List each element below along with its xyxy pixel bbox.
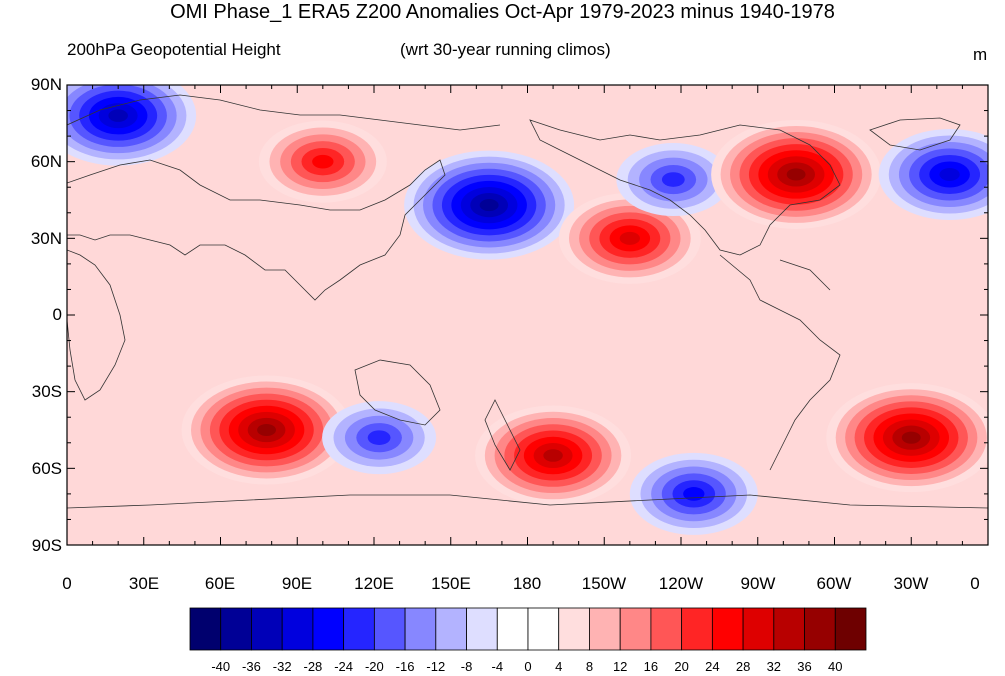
lat-label: 30S <box>31 382 62 401</box>
anomaly-contour <box>683 487 705 501</box>
lon-label: 30E <box>128 574 160 593</box>
colorbar-swatch <box>742 607 775 651</box>
anomaly-contour <box>479 199 499 212</box>
colorbar-swatch <box>466 607 498 651</box>
colorbar-swatch <box>711 607 744 651</box>
anomaly-contour <box>939 167 960 181</box>
map-title: OMI Phase_1 ERA5 Z200 Anomalies Oct-Apr … <box>170 1 835 23</box>
colorbar-swatch <box>435 607 467 651</box>
colorbar-swatch <box>343 607 375 651</box>
colorbar-swatch <box>404 607 437 651</box>
colorbar-swatch <box>558 607 590 651</box>
lat-label: 0 <box>52 305 62 324</box>
anomaly-contour <box>619 231 640 245</box>
colorbar-swatch <box>189 607 222 651</box>
colorbar-label: -8 <box>460 659 473 674</box>
lat-label: 30N <box>30 229 62 248</box>
colorbar-label: -40 <box>211 659 231 674</box>
colorbar-label: -12 <box>426 659 446 674</box>
lon-label: 90W <box>740 574 776 593</box>
colorbar-swatch <box>527 607 560 651</box>
colorbar-label: -36 <box>242 659 261 674</box>
colorbar-label: 40 <box>828 659 843 674</box>
variable-subtitle: 200hPa Geopotential Height <box>67 40 281 59</box>
lat-label: 60N <box>30 152 62 171</box>
colorbar-label: -32 <box>272 659 292 674</box>
colorbar-label: 28 <box>735 659 751 674</box>
colorbar-label: 4 <box>555 659 563 674</box>
colorbar-label: -16 <box>395 659 415 674</box>
colorbar-label: 0 <box>524 659 532 674</box>
lon-label: 150W <box>581 574 627 593</box>
colorbar-swatch <box>496 607 529 651</box>
climatology-subtitle: (wrt 30-year running climos) <box>400 40 611 59</box>
colorbar-swatch <box>681 607 713 651</box>
lat-label: 90N <box>30 75 62 94</box>
colorbar <box>189 607 867 651</box>
coastlines <box>67 94 988 509</box>
lon-label: 0 <box>62 574 72 593</box>
colorbar-swatch <box>619 607 652 651</box>
colorbar-label: 20 <box>674 659 689 674</box>
colorbar-swatch <box>650 607 683 651</box>
anomaly-contour <box>257 423 276 437</box>
colorbar-label: 32 <box>766 659 782 674</box>
lat-label: 90S <box>31 536 62 555</box>
anomaly-contour <box>367 430 391 445</box>
colorbar-label: 24 <box>705 659 720 674</box>
colorbar-label: 36 <box>797 659 812 674</box>
lon-label: 120W <box>658 574 704 593</box>
anomaly-contour <box>108 109 128 122</box>
anomaly-contours <box>67 85 988 535</box>
lon-label: 120E <box>354 574 394 593</box>
colorbar-swatch <box>834 607 867 651</box>
colorbar-label: -20 <box>364 659 384 674</box>
lon-label: 30W <box>893 574 929 593</box>
anomaly-contour <box>543 449 563 462</box>
colorbar-label: 8 <box>585 659 594 674</box>
colorbar-swatch <box>773 607 805 651</box>
units-label: m <box>973 45 988 64</box>
colorbar-swatch <box>373 607 406 651</box>
colorbar-label: -24 <box>334 659 354 674</box>
colorbar-swatch <box>220 607 252 651</box>
colorbar-swatch <box>589 607 621 651</box>
anomaly-contour <box>312 154 334 169</box>
lon-label: 60W <box>816 574 852 593</box>
colorbar-label: -28 <box>303 659 323 674</box>
anomaly-contour <box>901 431 921 444</box>
anomaly-contour <box>786 168 806 181</box>
colorbar-swatch <box>251 607 283 651</box>
colorbar-label: -4 <box>491 659 504 674</box>
lon-label: 180 <box>512 574 542 593</box>
lon-label: 90E <box>281 574 313 593</box>
axis-ticks <box>66 84 989 546</box>
colorbar-label: 12 <box>612 659 628 674</box>
colorbar-swatch <box>281 607 314 651</box>
lon-label: 150E <box>431 574 471 593</box>
lon-label: 0 <box>970 574 980 593</box>
anomaly-contour <box>661 172 685 187</box>
lon-label: 60E <box>204 574 236 593</box>
colorbar-swatch <box>312 607 345 651</box>
lat-label: 60S <box>31 459 62 478</box>
colorbar-swatch <box>804 607 836 651</box>
colorbar-label: 16 <box>643 659 659 674</box>
